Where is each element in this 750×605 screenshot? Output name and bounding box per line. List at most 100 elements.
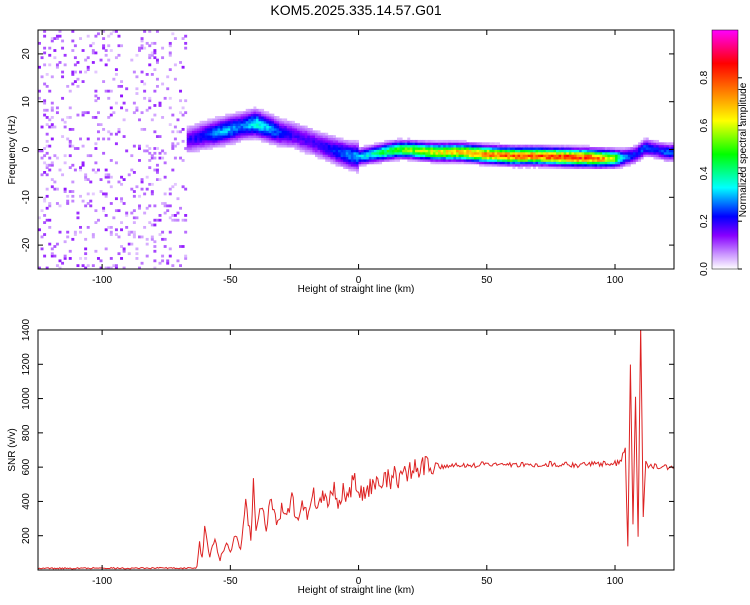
heatmap-cell (186, 147, 190, 150)
heatmap-cell (202, 142, 206, 146)
heatmap-cell (232, 130, 236, 134)
heatmap-cell (299, 125, 303, 129)
heatmap-cell (107, 58, 111, 62)
heatmap-cell (150, 235, 154, 239)
heatmap-cell (304, 127, 308, 131)
heatmap-cell (168, 187, 172, 191)
heatmap-cell (579, 149, 583, 153)
heatmap-cell (148, 166, 152, 170)
heatmap-cell (566, 144, 570, 148)
heatmap-cell (443, 161, 447, 165)
heatmap-cell (153, 223, 157, 227)
heatmap-cell (189, 135, 193, 138)
heatmap-cell (445, 149, 449, 153)
heatmap-cell (194, 149, 198, 153)
heatmap-cell (589, 154, 593, 158)
heatmap-cell (145, 73, 149, 76)
heatmap-cell (332, 135, 336, 138)
heatmap-cell (466, 156, 470, 160)
heatmap-cell (397, 137, 400, 141)
heatmap-cell (279, 123, 283, 126)
heatmap-cell (273, 118, 277, 122)
heatmap-cell (445, 156, 449, 160)
heatmap-cell (155, 30, 159, 33)
heatmap-cell (250, 108, 254, 112)
heatmap-cell (468, 149, 472, 153)
heatmap-cell (356, 171, 359, 174)
heatmap-cell (235, 120, 239, 124)
heatmap-cell (276, 139, 280, 143)
heatmap-cell (253, 123, 257, 126)
heatmap-cell (666, 151, 670, 155)
heatmap-cell (153, 104, 157, 107)
heatmap-cell (530, 151, 534, 155)
heatmap-cell (58, 259, 62, 263)
heatmap-cell (550, 163, 554, 167)
heatmap-cell (43, 108, 47, 112)
heatmap-cell (307, 149, 311, 153)
heatmap-cell (194, 130, 198, 134)
heatmap-cell (509, 163, 513, 167)
heatmap-cell (438, 156, 442, 160)
heatmap-cell (117, 252, 121, 256)
heatmap-cell (597, 159, 601, 162)
heatmap-cell (397, 139, 400, 143)
heatmap-cell (456, 156, 459, 160)
heatmap-cell (291, 125, 295, 129)
heatmap-cell (148, 204, 152, 208)
heatmap-cell (550, 166, 554, 170)
heatmap-cell (666, 142, 670, 146)
heatmap-cell (191, 137, 195, 141)
snr-ytick-label: 800 (21, 424, 32, 441)
heatmap-cell (230, 132, 234, 136)
heatmap-cell (571, 156, 575, 160)
heatmap-cell (258, 132, 262, 136)
heatmap-cell (479, 161, 483, 165)
heatmap-cell (40, 235, 44, 239)
heatmap-cell (414, 151, 418, 155)
heatmap-cell (420, 144, 424, 148)
heatmap-cell (68, 142, 72, 146)
heatmap-cell (525, 163, 529, 167)
heatmap-cell (338, 161, 342, 165)
heatmap-cell (248, 130, 252, 134)
heatmap-cell (545, 147, 549, 150)
heatmap-cell (517, 166, 521, 170)
heatmap-cell (525, 144, 529, 148)
heatmap-cell (602, 159, 606, 162)
heatmap-cell (122, 247, 126, 251)
heatmap-cell (238, 125, 241, 129)
heatmap-cell (509, 156, 513, 160)
heatmap-cell (430, 154, 434, 158)
heatmap-cell (245, 125, 249, 129)
heatmap-cell (104, 247, 108, 251)
heatmap-cell (471, 151, 475, 155)
heatmap-cell (286, 120, 290, 124)
heatmap-cell (243, 118, 247, 122)
heatmap-cell (50, 116, 54, 119)
heatmap-cell (589, 149, 593, 153)
heatmap-cell (91, 49, 95, 52)
heatmap-cell (263, 113, 267, 117)
heatmap-cell (230, 137, 234, 141)
heatmap-cell (61, 135, 65, 138)
heatmap-cell (407, 142, 411, 146)
heatmap-cell (353, 163, 357, 167)
heatmap-cell (589, 147, 593, 150)
heatmap-cell (76, 61, 80, 64)
heatmap-cell (525, 149, 529, 153)
heatmap-cell (389, 144, 393, 148)
heatmap-cell (481, 142, 485, 146)
heatmap-cell (45, 139, 49, 143)
heatmap-cell (122, 101, 126, 105)
heatmap-cell (653, 154, 657, 158)
heatmap-cell (255, 123, 259, 126)
heatmap-cell (348, 159, 352, 162)
heatmap-cell (109, 159, 113, 162)
heatmap-cell (381, 149, 385, 153)
heatmap-cell (222, 123, 226, 126)
heatmap-cell (94, 89, 98, 93)
heatmap-cell (297, 147, 300, 150)
heatmap-cell (602, 154, 606, 158)
heatmap-cell (553, 156, 557, 160)
